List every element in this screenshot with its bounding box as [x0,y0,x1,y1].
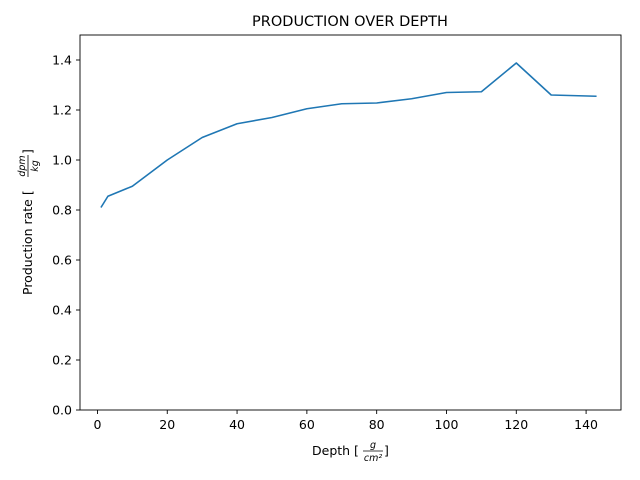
x-tick-label: 120 [504,417,528,432]
x-axis-label-suffix: ] [384,443,389,458]
y-axis: 0.0 0.2 0.4 0.6 0.8 1.0 1.2 1.4 [52,53,80,418]
x-tick-label: 40 [229,417,245,432]
x-tick-label: 140 [574,417,598,432]
x-axis-label-denominator: cm² [364,453,382,464]
x-axis-label-prefix: Depth [ [312,443,359,458]
x-tick-label: 80 [369,417,385,432]
y-tick-label: 1.4 [52,53,72,68]
y-tick-label: 0.8 [52,203,72,218]
y-tick-label: 1.0 [52,153,72,168]
x-tick-label: 100 [435,417,459,432]
y-tick-label: 0.4 [52,303,72,318]
y-axis-label: Production rate [ dpm kg ] [17,149,41,295]
x-tick-label: 0 [93,417,101,432]
series-line [100,62,597,208]
chart-title: PRODUCTION OVER DEPTH [252,14,448,30]
plot-frame [79,34,622,411]
x-axis-label: Depth [ g cm² ] [312,440,389,464]
y-axis-label-denominator: kg [30,160,41,172]
y-axis-label-suffix: ] [20,149,35,154]
plot-area [100,62,597,208]
x-tick-label: 60 [299,417,315,432]
y-tick-label: 0.2 [52,353,72,368]
x-tick-label: 20 [159,417,175,432]
y-axis-label-numerator: dpm [17,155,28,176]
y-tick-label: 1.2 [52,103,72,118]
x-axis-label-numerator: g [370,440,376,451]
x-axis: 0 20 40 60 80 100 120 140 [93,410,598,432]
y-tick-label: 0.0 [52,403,72,418]
y-axis-label-prefix: Production rate [ [20,190,35,295]
y-tick-label: 0.6 [52,253,72,268]
